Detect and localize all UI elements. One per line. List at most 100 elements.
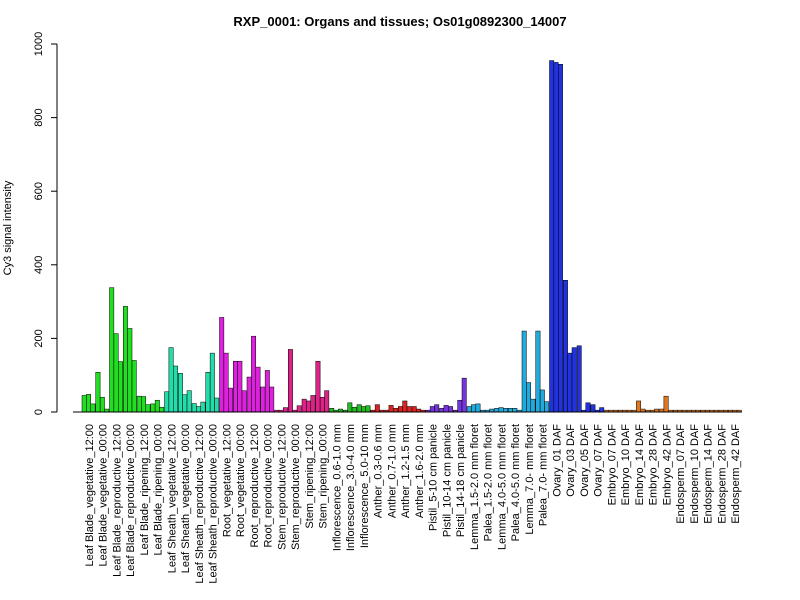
bar — [636, 400, 642, 413]
bar — [393, 408, 398, 413]
bar — [402, 400, 408, 413]
x-tick-label: Root_reproductive_00:00 — [263, 424, 275, 548]
bar — [251, 335, 257, 413]
bar — [539, 389, 545, 413]
x-tick-label: Pistil_5-10 cm panicle — [428, 424, 440, 531]
x-tick-label: Leaf Sheath_vegetative_00:00 — [180, 424, 192, 573]
y-tick-label: 600 — [33, 182, 45, 200]
bar — [191, 403, 197, 413]
bar — [205, 372, 211, 413]
bar — [508, 408, 513, 413]
bar — [567, 352, 573, 413]
x-tick-label: Palea_4.0-5.0 mm floret — [510, 424, 522, 541]
x-tick-label: Embryo_28 DAF — [648, 424, 660, 506]
bar — [301, 398, 307, 413]
bar — [283, 407, 288, 413]
bar — [365, 405, 371, 413]
bar — [118, 361, 123, 413]
bar — [585, 402, 591, 413]
bar — [145, 404, 151, 413]
bar — [535, 330, 541, 413]
x-tick-label: Leaf Blade_ripening_00:00 — [153, 424, 165, 556]
y-axis: 0 200 400 600 800 1000 — [33, 32, 58, 415]
x-tick-label: Embryo_07 DAF — [606, 424, 618, 506]
bar — [563, 280, 568, 413]
bar — [498, 407, 504, 413]
x-tick-labels: Leaf Blade_vegetative_12:00 Leaf Blade_ve… — [84, 424, 742, 584]
bar — [186, 390, 192, 413]
x-tick-label: Stem_reproductive_00:00 — [290, 424, 302, 550]
x-tick-label: Root_vegetative_00:00 — [235, 424, 247, 537]
bar — [530, 398, 536, 413]
bar — [237, 360, 243, 413]
bar — [123, 306, 128, 413]
bar — [214, 397, 220, 413]
bar — [434, 404, 440, 413]
x-tick-label: Leaf Blade_vegetative_12:00 — [84, 424, 96, 567]
bar — [315, 360, 321, 413]
y-tick-label: 400 — [33, 256, 45, 274]
bar — [241, 390, 247, 413]
chart-title: RXP_0001: Organs and tissues; Os01g08923… — [233, 14, 566, 29]
x-tick-label: Inflorescence_3.0-4.0 mm — [345, 424, 357, 551]
bar — [164, 391, 170, 413]
bar — [549, 60, 555, 413]
x-tick-label: Endosperm_10 DAF — [689, 424, 701, 524]
x-tick-label: Anther_0.7-1.0 mm — [386, 424, 398, 518]
x-tick-label: Endosperm_07 DAF — [675, 424, 687, 524]
bar — [411, 406, 417, 413]
bar — [553, 62, 559, 413]
x-tick-label: Anther_0.3-0.6 mm — [373, 424, 385, 518]
x-tick-label: Palea_1.5-2.0 mm floret — [483, 424, 495, 541]
x-tick-label: Ovary_01 DAF — [551, 424, 563, 497]
bar — [457, 399, 463, 413]
bar — [168, 347, 174, 413]
x-tick-label: Inflorescence_0.6-1.0 mm — [331, 424, 343, 551]
bar — [182, 394, 188, 413]
x-tick-label: Stem_ripening_00:00 — [318, 424, 330, 529]
bar — [200, 401, 206, 413]
bar — [356, 404, 362, 413]
bar — [154, 399, 160, 413]
bar — [127, 328, 133, 413]
bar — [503, 408, 508, 413]
bar — [209, 352, 215, 413]
bar — [90, 403, 96, 413]
bar — [461, 377, 467, 413]
x-tick-label: Stem_reproductive_12:00 — [276, 424, 288, 550]
bar — [173, 365, 178, 413]
bar — [99, 397, 105, 413]
bar — [471, 404, 477, 413]
bar — [374, 404, 380, 413]
bar — [443, 405, 449, 413]
bar — [512, 408, 518, 413]
bar — [296, 405, 302, 413]
bar — [663, 395, 669, 413]
bar — [406, 406, 412, 413]
bar — [466, 406, 472, 413]
bar — [159, 406, 165, 413]
x-tick-label: Ovary_07 DAF — [593, 424, 605, 497]
bar — [86, 394, 92, 413]
bar — [113, 333, 119, 413]
bar — [329, 408, 335, 413]
y-tick-label: 200 — [33, 329, 45, 347]
x-tick-label: Embryo_10 DAF — [620, 424, 632, 506]
bar — [576, 345, 582, 413]
x-tick-label: Inflorescence_5.0-10 mm — [359, 424, 371, 548]
bar — [448, 406, 453, 413]
x-tick-label: Ovary_03 DAF — [565, 424, 577, 497]
bar — [398, 406, 403, 413]
bar — [81, 395, 87, 413]
x-tick-label: Pistil_10-14 cm panicle — [441, 424, 453, 537]
bar — [269, 386, 275, 413]
bar — [319, 397, 325, 413]
bar — [558, 63, 563, 413]
bars-group — [81, 60, 742, 413]
bar — [246, 376, 252, 413]
bar — [141, 396, 147, 413]
bar — [136, 395, 142, 413]
bar — [429, 406, 435, 413]
x-tick-label: Endosperm_42 DAF — [730, 424, 742, 524]
y-tick-label: 1000 — [33, 32, 45, 56]
